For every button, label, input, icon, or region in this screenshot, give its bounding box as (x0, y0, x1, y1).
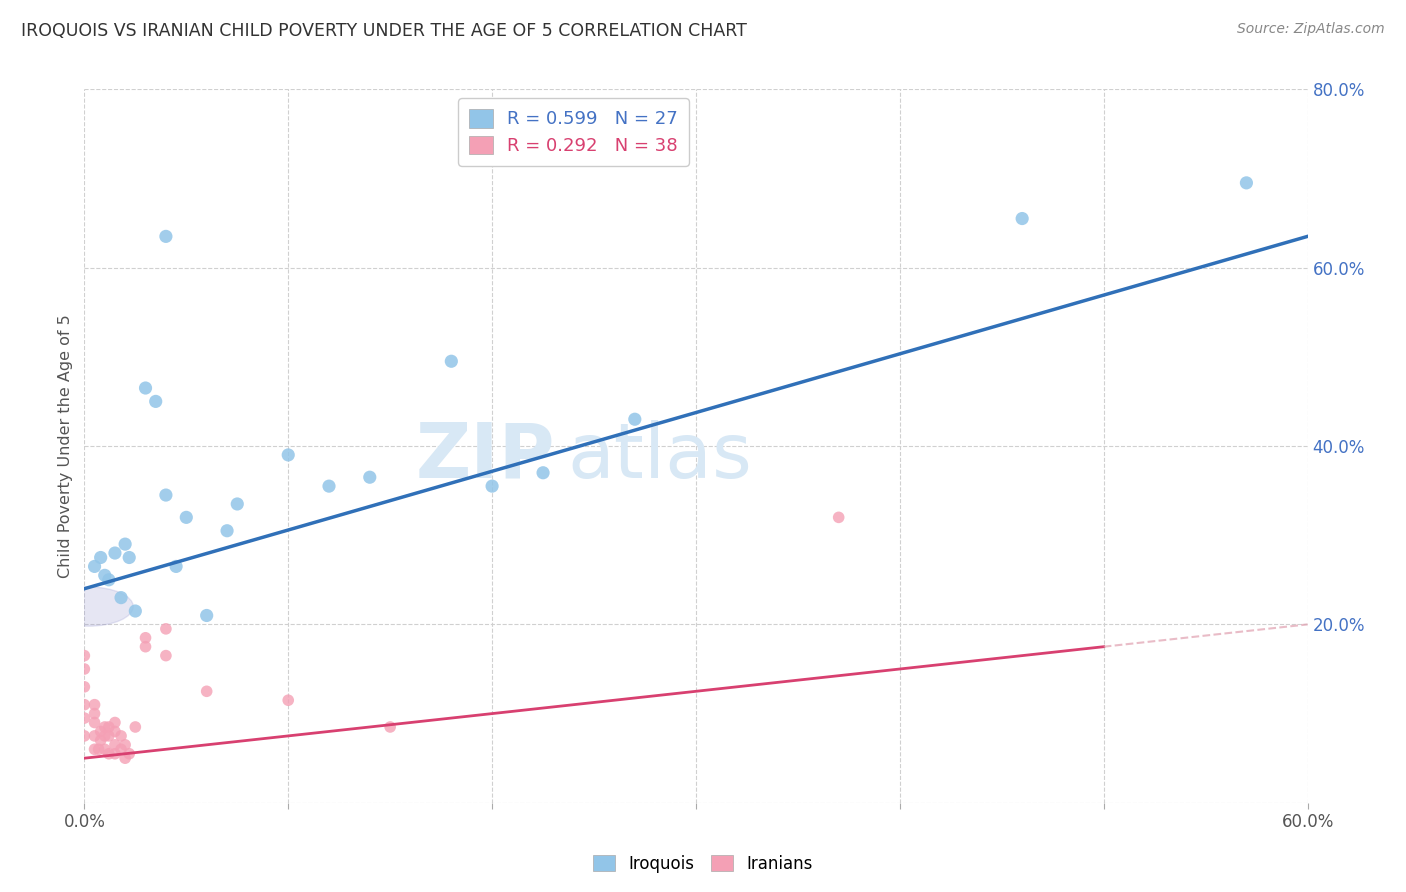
Point (83, 698, 105, 712)
Point (104, 724, 127, 739)
Point (93, 568, 117, 582)
Text: IROQUOIS VS IRANIAN CHILD POVERTY UNDER THE AGE OF 5 CORRELATION CHART: IROQUOIS VS IRANIAN CHILD POVERTY UNDER … (21, 22, 747, 40)
Point (114, 537, 136, 551)
Point (104, 747, 127, 761)
Point (90, 724, 112, 739)
Point (97, 573, 120, 587)
Point (155, 622, 177, 636)
Point (118, 747, 141, 761)
Text: ZIP: ZIP (416, 420, 555, 493)
Point (110, 729, 132, 743)
Point (1236, 176, 1258, 190)
Point (155, 648, 177, 663)
Point (359, 470, 381, 484)
Text: Source: ZipAtlas.com: Source: ZipAtlas.com (1237, 22, 1385, 37)
Point (277, 448, 299, 462)
Point (104, 546, 127, 560)
Point (380, 720, 402, 734)
Point (155, 488, 177, 502)
Point (195, 684, 218, 698)
Point (97, 729, 120, 743)
Point (87, 742, 110, 756)
Point (155, 229, 177, 244)
Point (124, 604, 146, 618)
Point (145, 394, 167, 409)
Point (97, 747, 120, 761)
Point (90, 550, 112, 565)
Y-axis label: Child Poverty Under the Age of 5: Child Poverty Under the Age of 5 (58, 314, 73, 578)
Point (124, 720, 146, 734)
Legend: R = 0.599   N = 27, R = 0.292   N = 38: R = 0.599 N = 27, R = 0.292 N = 38 (458, 98, 689, 166)
Point (97, 720, 120, 734)
Point (104, 738, 127, 752)
Point (73, 698, 96, 712)
Point (828, 510, 851, 524)
Point (624, 412, 647, 426)
Circle shape (44, 587, 134, 626)
Point (110, 591, 132, 605)
Point (217, 524, 239, 538)
Point (135, 640, 157, 654)
Point (481, 479, 503, 493)
Point (83, 742, 105, 756)
Point (93, 742, 117, 756)
Point (73, 648, 96, 663)
Point (93, 720, 117, 734)
Point (118, 550, 141, 565)
Point (73, 711, 96, 725)
Point (531, 466, 554, 480)
Point (440, 354, 463, 368)
Point (93, 729, 117, 743)
Point (73, 662, 96, 676)
Point (83, 559, 105, 574)
Point (83, 715, 105, 730)
Point (83, 706, 105, 721)
Point (114, 738, 136, 752)
Point (1011, 211, 1033, 226)
Point (318, 479, 340, 493)
Point (73, 729, 96, 743)
Point (165, 559, 187, 574)
Point (176, 510, 198, 524)
Point (226, 497, 249, 511)
Text: atlas: atlas (568, 420, 752, 493)
Point (110, 742, 132, 756)
Point (195, 608, 218, 623)
Point (114, 751, 136, 765)
Point (83, 729, 105, 743)
Point (135, 631, 157, 645)
Point (135, 381, 157, 395)
Point (90, 733, 112, 747)
Point (104, 715, 127, 730)
Point (73, 680, 96, 694)
Point (277, 693, 299, 707)
Legend: Iroquois, Iranians: Iroquois, Iranians (586, 848, 820, 880)
